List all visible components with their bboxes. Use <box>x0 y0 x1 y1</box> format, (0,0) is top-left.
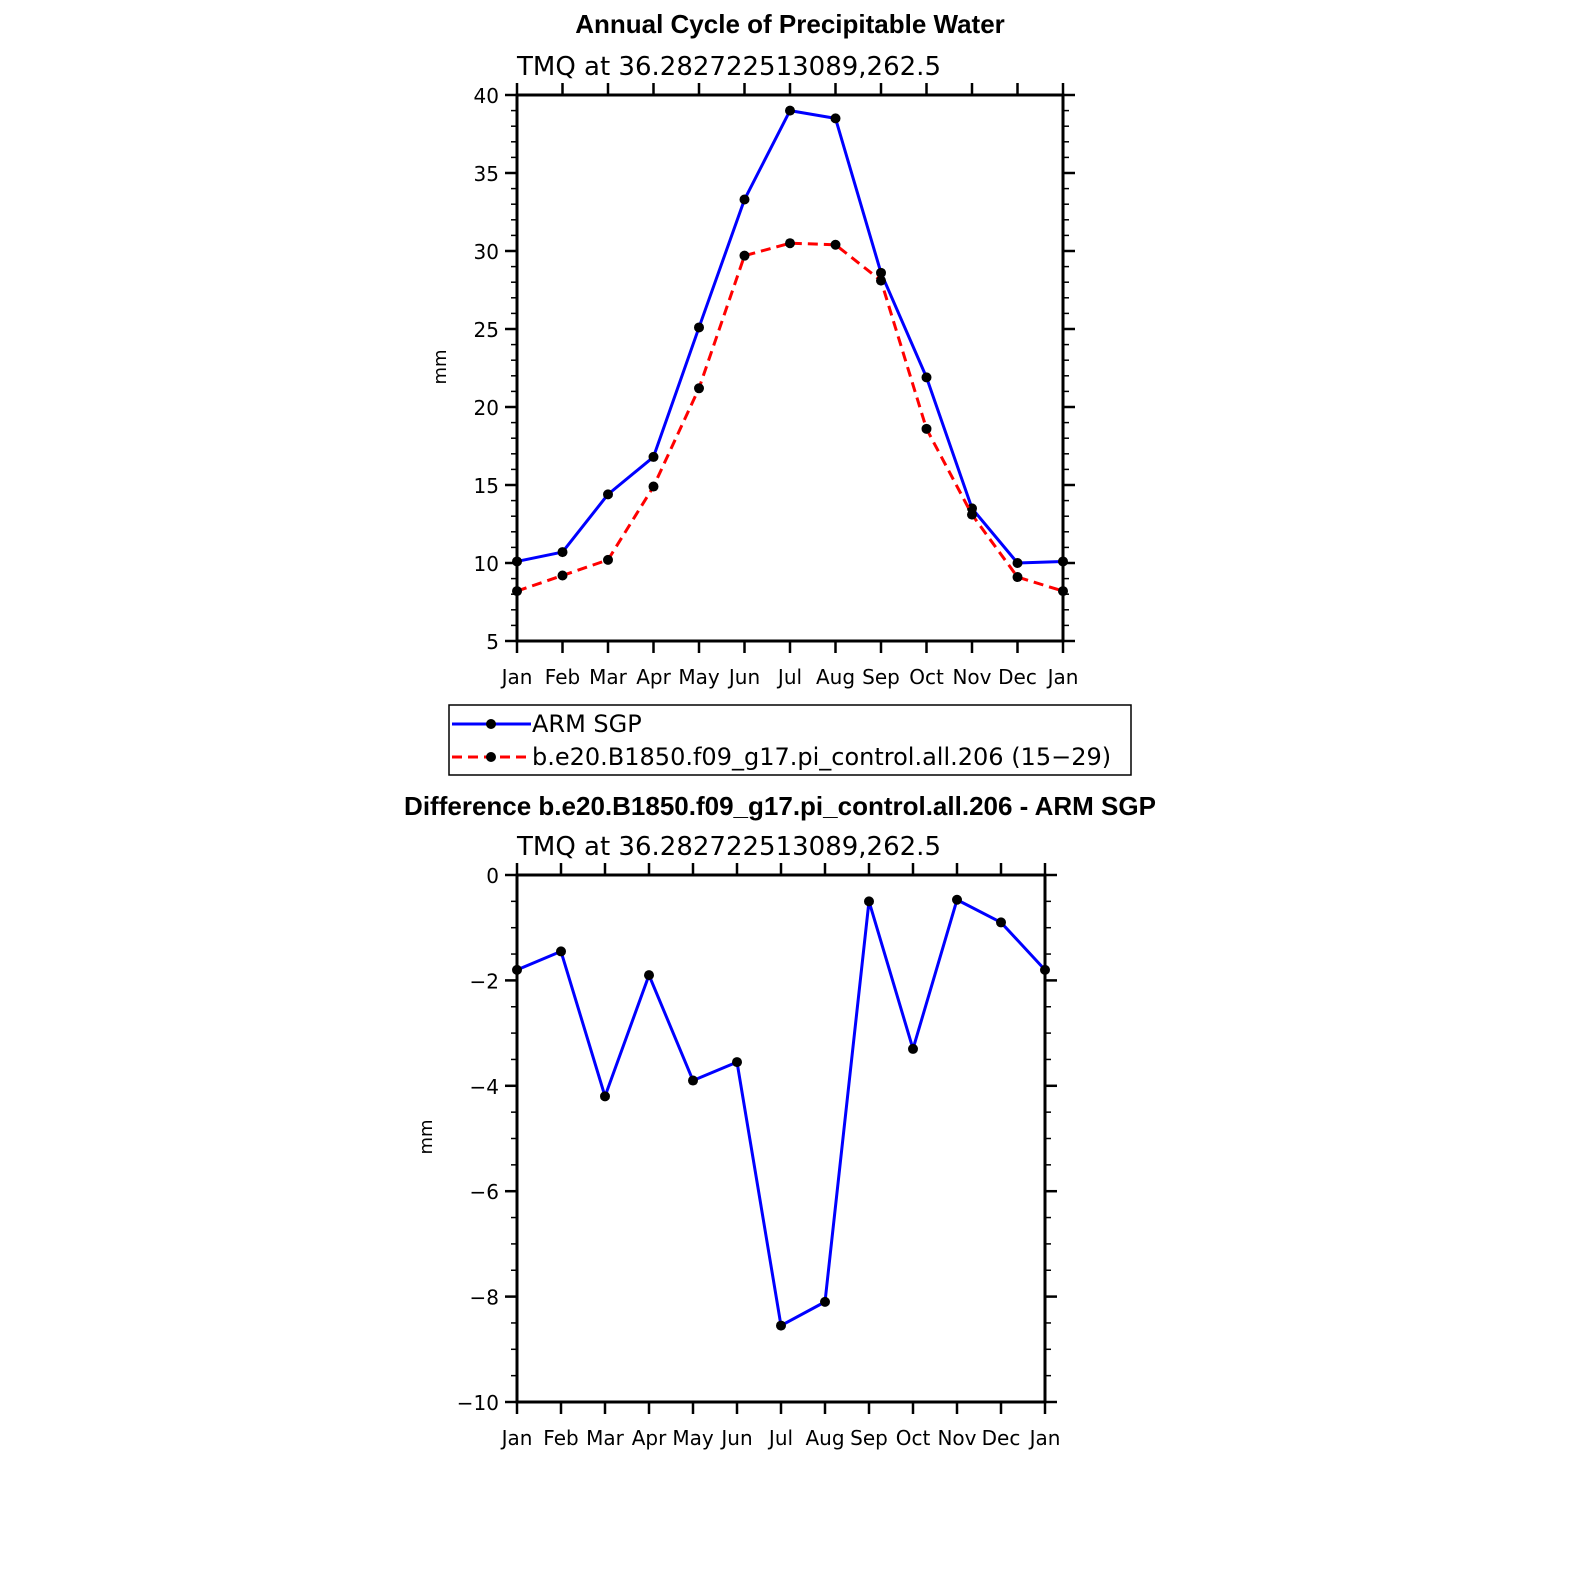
x-tick-label: May <box>672 1426 714 1450</box>
series-line-0 <box>516 898 1047 1328</box>
data-point <box>830 113 841 124</box>
data-point <box>600 1091 610 1102</box>
legend-label-arm-sgp: ARM SGP <box>532 710 642 738</box>
data-point <box>908 1043 918 1054</box>
y-tick-label: −8 <box>470 1286 499 1310</box>
y-tick-label: −6 <box>470 1180 499 1204</box>
legend-box <box>448 704 1132 776</box>
series-line-1 <box>516 241 1064 593</box>
legend-marker-model <box>486 752 496 762</box>
data-point <box>603 489 613 500</box>
x-tick-label: Jul <box>767 1426 793 1450</box>
y-tick-label: 40 <box>474 84 499 108</box>
x-tick-label: Jan <box>500 665 533 689</box>
data-point <box>785 105 795 116</box>
y-tick-label: 10 <box>474 552 499 576</box>
data-point <box>952 894 962 905</box>
x-tick-label: Apr <box>636 665 671 689</box>
y-tick-label: 35 <box>474 162 499 186</box>
x-tick-label: Apr <box>632 1426 667 1450</box>
x-tick-label: May <box>678 665 720 689</box>
x-tick-label: Jun <box>727 665 760 689</box>
chart-title: Difference b.e20.B1850.f09_g17.pi_contro… <box>404 791 1156 821</box>
x-tick-label: Dec <box>982 1426 1021 1450</box>
x-tick-label: Sep <box>862 665 900 689</box>
data-point <box>648 451 659 462</box>
y-tick-label: −2 <box>470 969 499 993</box>
data-point <box>694 383 704 394</box>
data-point <box>876 267 886 278</box>
data-point <box>512 556 522 567</box>
x-tick-label: Dec <box>998 665 1037 689</box>
data-point <box>785 238 795 249</box>
data-point <box>644 970 654 981</box>
legend-marker-arm-sgp <box>486 719 496 729</box>
data-point <box>1040 964 1050 975</box>
y-tick-label: 30 <box>474 240 499 264</box>
x-tick-label: Feb <box>545 665 580 689</box>
data-point <box>876 275 886 286</box>
chart-subtitle: TMQ at 36.282722513089,262.5 <box>516 52 941 82</box>
y-tick-label: −4 <box>470 1075 499 1099</box>
y-axis-label: mm <box>430 349 451 384</box>
data-point <box>967 509 977 520</box>
data-point <box>921 372 932 383</box>
series-line-0 <box>516 109 1064 565</box>
legend-entry-model: b.e20.B1850.f09_g17.pi_control.all.206 (… <box>452 743 1111 771</box>
x-tick-label: Nov <box>952 665 991 689</box>
data-point <box>648 481 659 492</box>
x-tick-label: Mar <box>586 1426 625 1450</box>
y-tick-label: 0 <box>486 864 499 888</box>
data-point <box>557 547 568 558</box>
x-tick-label: Jan <box>500 1426 533 1450</box>
y-tick-label: 15 <box>474 474 499 498</box>
data-point <box>512 586 522 597</box>
x-tick-label: Oct <box>896 1426 931 1450</box>
x-tick-label: Jan <box>1046 665 1079 689</box>
data-point <box>1058 556 1068 567</box>
data-point <box>1012 558 1023 568</box>
x-tick-label: Mar <box>589 665 628 689</box>
y-axis-label: mm <box>416 1119 437 1154</box>
legend: ARM SGP b.e20.B1850.f09_g17.pi_control.a… <box>448 704 1132 776</box>
x-tick-label: Jan <box>1028 1426 1061 1450</box>
data-point <box>694 322 704 333</box>
data-point <box>739 194 750 205</box>
x-tick-label: Oct <box>909 665 944 689</box>
annual-cycle-chart: Annual Cycle of Precipitable Water TMQ a… <box>430 9 1078 689</box>
data-point <box>732 1057 742 1068</box>
data-point <box>820 1296 830 1307</box>
data-point <box>830 239 841 250</box>
x-tick-label: Aug <box>816 665 855 689</box>
y-tick-label: 25 <box>474 318 499 342</box>
chart-subtitle: TMQ at 36.282722513089,262.5 <box>516 832 941 862</box>
data-point <box>1012 572 1023 583</box>
data-point <box>557 570 568 581</box>
data-point <box>1058 586 1068 597</box>
data-point <box>556 946 566 957</box>
x-tick-label: Jul <box>776 665 802 689</box>
legend-entry-arm-sgp: ARM SGP <box>452 710 642 738</box>
x-tick-label: Feb <box>543 1426 578 1450</box>
y-tick-label: 5 <box>486 630 499 654</box>
y-tick-label: −10 <box>457 1391 499 1415</box>
data-point <box>996 917 1006 928</box>
data-point <box>739 250 750 261</box>
data-point <box>603 554 613 565</box>
data-point <box>921 423 932 434</box>
x-tick-label: Nov <box>937 1426 976 1450</box>
data-point <box>864 896 874 907</box>
x-tick-label: Sep <box>850 1426 888 1450</box>
x-tick-label: Aug <box>805 1426 844 1450</box>
legend-label-model: b.e20.B1850.f09_g17.pi_control.all.206 (… <box>532 743 1111 771</box>
plot-frame <box>515 93 1065 643</box>
y-tick-label: 20 <box>474 396 499 420</box>
data-point <box>776 1320 786 1331</box>
x-tick-label: Jun <box>719 1426 752 1450</box>
data-point <box>688 1075 698 1086</box>
difference-chart: Difference b.e20.B1850.f09_g17.pi_contro… <box>404 791 1156 1450</box>
data-point <box>512 964 522 975</box>
chart-title: Annual Cycle of Precipitable Water <box>575 9 1005 39</box>
